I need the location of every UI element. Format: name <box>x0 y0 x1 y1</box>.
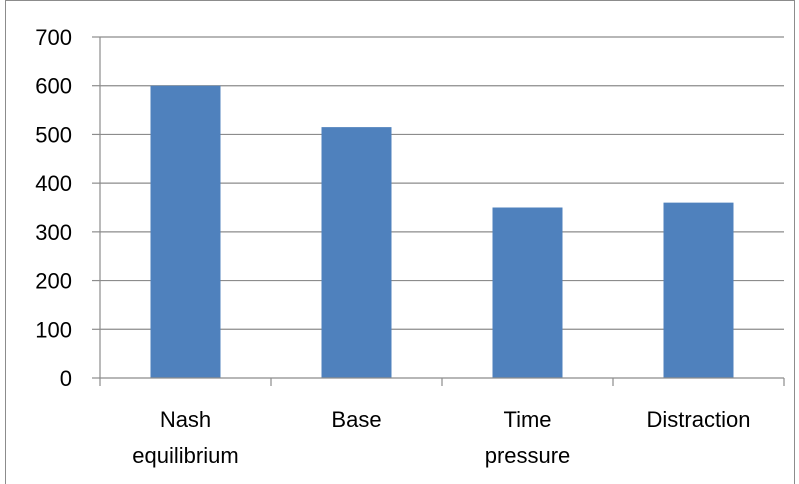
y-tick-label: 200 <box>35 269 72 294</box>
y-tick-label: 400 <box>35 171 72 196</box>
x-tick-label: Time pressure <box>485 407 571 468</box>
chart-frame <box>5 0 795 484</box>
y-tick-label: 100 <box>35 317 72 342</box>
y-tick-label: 300 <box>35 220 72 245</box>
x-tick-label: Distraction <box>647 407 751 432</box>
bar <box>663 202 734 378</box>
y-tick-labels: 0 100 200 300 400 500 600 700 <box>35 25 72 391</box>
y-tick-label: 600 <box>35 74 72 99</box>
x-tick-label: Base <box>331 407 381 432</box>
x-tick-labels: Nash equilibrium Base Time pressure Distracti… <box>132 407 750 468</box>
bars <box>150 85 734 378</box>
bar <box>150 85 221 378</box>
axes <box>92 36 785 386</box>
bar <box>492 207 563 378</box>
y-tick-label: 0 <box>60 366 72 391</box>
x-tick-label: Nash equilibrium <box>132 407 238 468</box>
y-tick-label: 500 <box>35 122 72 147</box>
bar <box>321 127 392 378</box>
y-tick-label: 700 <box>35 25 72 50</box>
